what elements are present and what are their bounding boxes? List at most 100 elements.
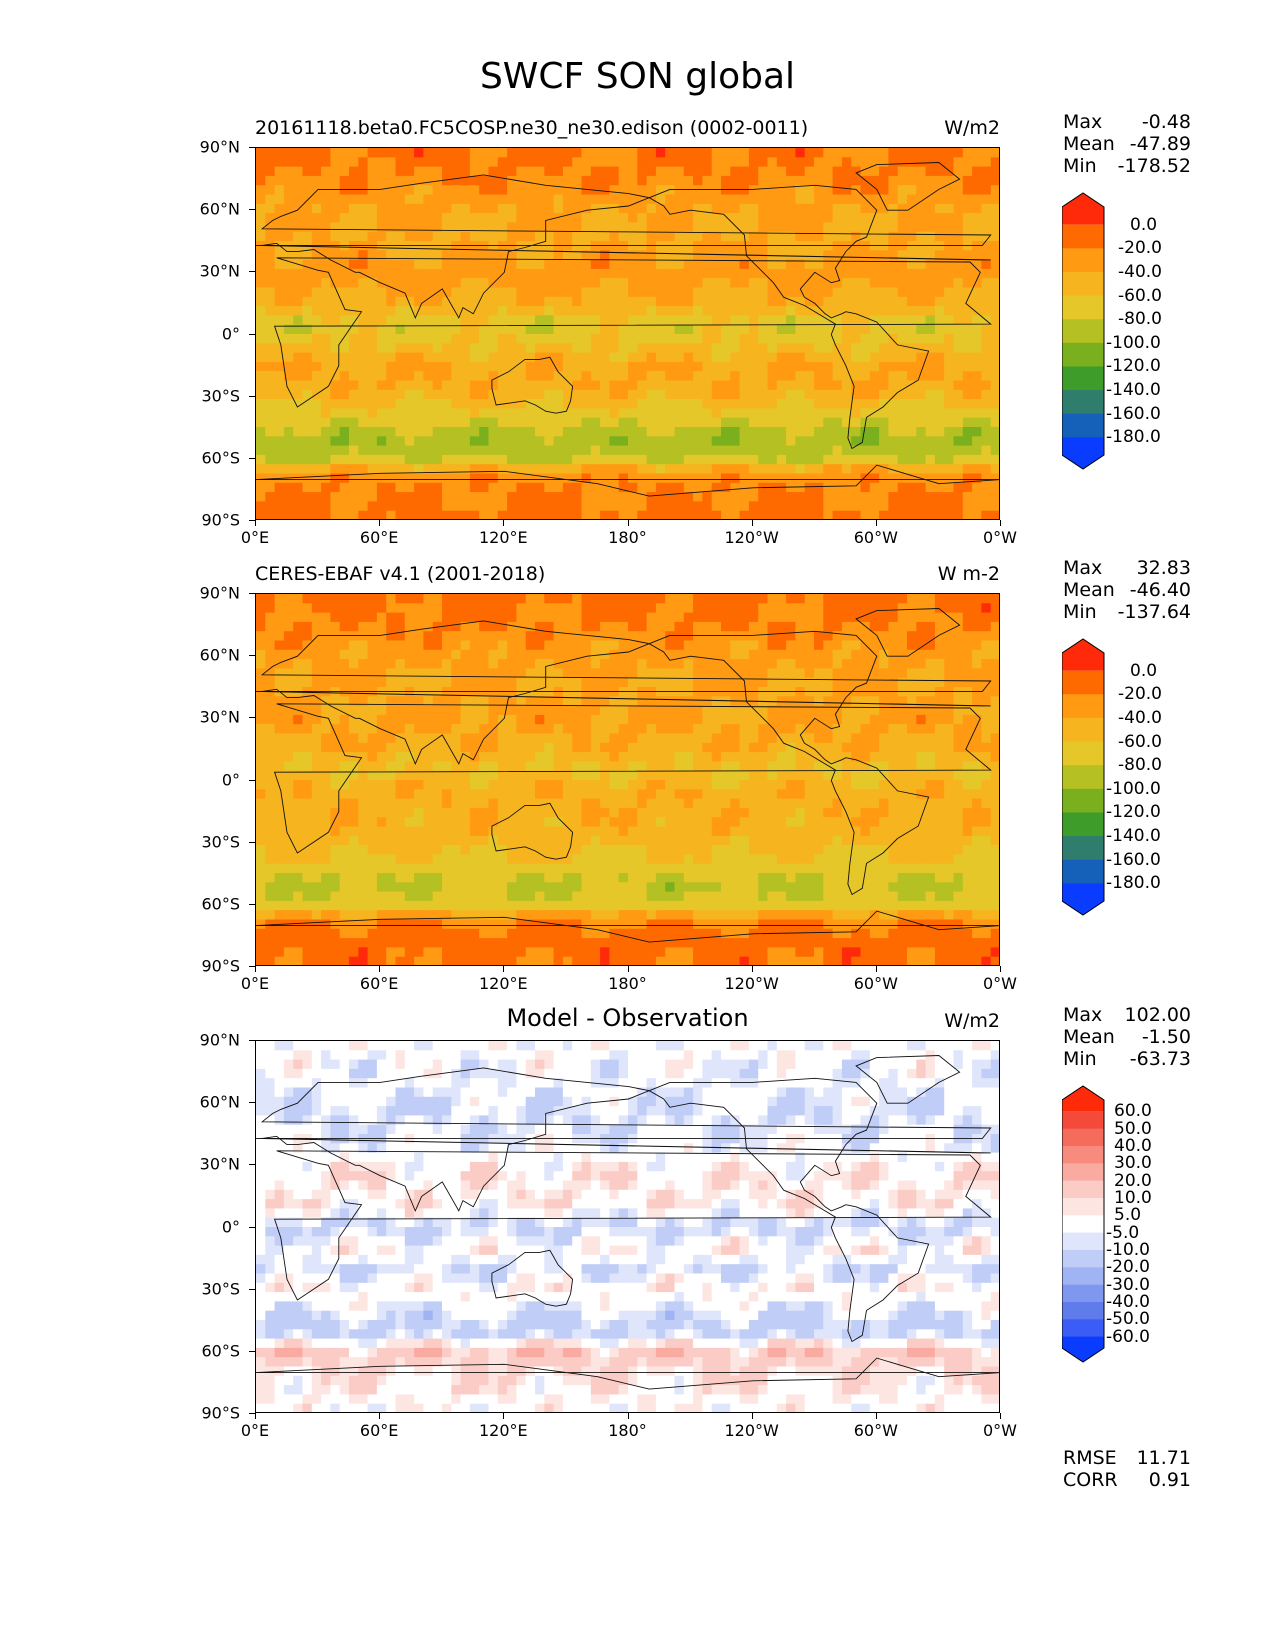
heat-cell	[814, 343, 824, 354]
heat-cell	[349, 250, 359, 261]
heat-cell	[628, 640, 638, 651]
heat-cell	[693, 473, 703, 484]
heat-cell	[730, 464, 741, 475]
heat-cell	[581, 306, 592, 316]
heat-cell	[721, 324, 731, 335]
heat-cell	[544, 361, 555, 372]
heat-cell	[972, 510, 982, 519]
heat-cell	[535, 696, 545, 707]
heat-cell	[730, 268, 741, 279]
heat-cell	[553, 408, 564, 419]
heat-cell	[879, 742, 889, 753]
heat-cell	[469, 361, 480, 372]
heat-cell	[823, 687, 834, 697]
heat-cell	[851, 445, 862, 456]
heat-cell	[479, 296, 490, 307]
heat-cell	[655, 194, 666, 205]
heat-cell	[590, 296, 601, 307]
panel-units: W m-2	[937, 563, 1000, 585]
heat-cell	[469, 436, 480, 447]
heat-cell	[702, 724, 713, 735]
heat-cell	[748, 278, 759, 289]
heat-cell	[293, 352, 304, 363]
heat-cell	[367, 315, 378, 326]
heat-cell	[590, 399, 601, 409]
heat-cell	[776, 408, 787, 419]
heat-cell	[655, 631, 666, 642]
heat-cell	[376, 166, 387, 177]
heat-cell	[618, 250, 629, 261]
heat-cell	[776, 380, 787, 391]
heat-cell	[693, 334, 703, 344]
heat-cell	[916, 761, 927, 772]
heat-cell	[879, 510, 889, 519]
heat-cell	[944, 203, 955, 214]
heat-cell	[442, 241, 452, 251]
heat-cell	[525, 250, 536, 261]
heat-cell	[321, 250, 331, 261]
heat-cell	[832, 510, 843, 519]
heat-cell	[981, 324, 992, 335]
heat-cell	[404, 510, 415, 519]
heat-cell	[562, 250, 573, 261]
heat-cell	[693, 454, 703, 465]
heat-cell	[711, 752, 722, 762]
heat-cell	[507, 148, 517, 158]
heat-cell	[869, 631, 880, 642]
heat-cell	[442, 380, 452, 391]
heat-cell	[916, 278, 927, 289]
heat-cell	[609, 175, 620, 186]
heat-cell	[414, 324, 424, 335]
heat-cell	[767, 259, 778, 270]
heat-cell	[460, 733, 471, 744]
heat-cell	[944, 222, 955, 233]
heat-cell	[265, 752, 276, 762]
heat-cell	[925, 742, 936, 753]
heat-cell	[386, 761, 397, 772]
heat-cell	[916, 185, 927, 196]
heat-cell	[934, 724, 945, 735]
heat-cell	[414, 222, 424, 233]
heat-cell	[655, 361, 666, 372]
y-tick	[249, 333, 255, 335]
heat-cell	[274, 659, 285, 669]
heat-cell	[349, 687, 359, 697]
heat-cell	[674, 361, 685, 372]
heat-cell	[702, 649, 713, 660]
heat-cell	[730, 389, 741, 400]
heat-cell	[507, 677, 517, 688]
heat-cell	[897, 677, 908, 688]
heat-cell	[516, 482, 527, 493]
heat-cell	[432, 427, 443, 437]
heat-cell	[507, 464, 517, 475]
heat-cell	[841, 334, 852, 344]
heat-cell	[804, 306, 815, 316]
heat-cell	[683, 445, 694, 456]
heat-cell	[302, 389, 313, 400]
heat-cell	[460, 454, 471, 465]
heat-cell	[367, 761, 378, 772]
heat-cell	[665, 399, 676, 409]
heat-cell	[544, 687, 555, 697]
heat-cell	[962, 296, 973, 307]
heat-cell	[804, 510, 815, 519]
heat-cell	[376, 268, 387, 279]
heat-cell	[758, 334, 769, 344]
heat-cell	[590, 194, 601, 205]
heat-cell	[562, 399, 573, 409]
heat-cell	[321, 770, 331, 781]
heat-cell	[628, 668, 638, 679]
heat-cell	[655, 278, 666, 289]
heat-cell	[990, 287, 999, 298]
heat-cell	[609, 185, 620, 196]
heat-cell	[953, 594, 964, 604]
heat-cell	[981, 659, 992, 669]
heat-cell	[879, 482, 889, 493]
heat-cell	[562, 687, 573, 697]
heat-cell	[590, 501, 601, 512]
heat-cell	[832, 724, 843, 735]
heat-cell	[748, 659, 759, 669]
heat-cell	[990, 213, 999, 223]
heat-cell	[702, 296, 713, 307]
heat-cell	[823, 185, 834, 196]
